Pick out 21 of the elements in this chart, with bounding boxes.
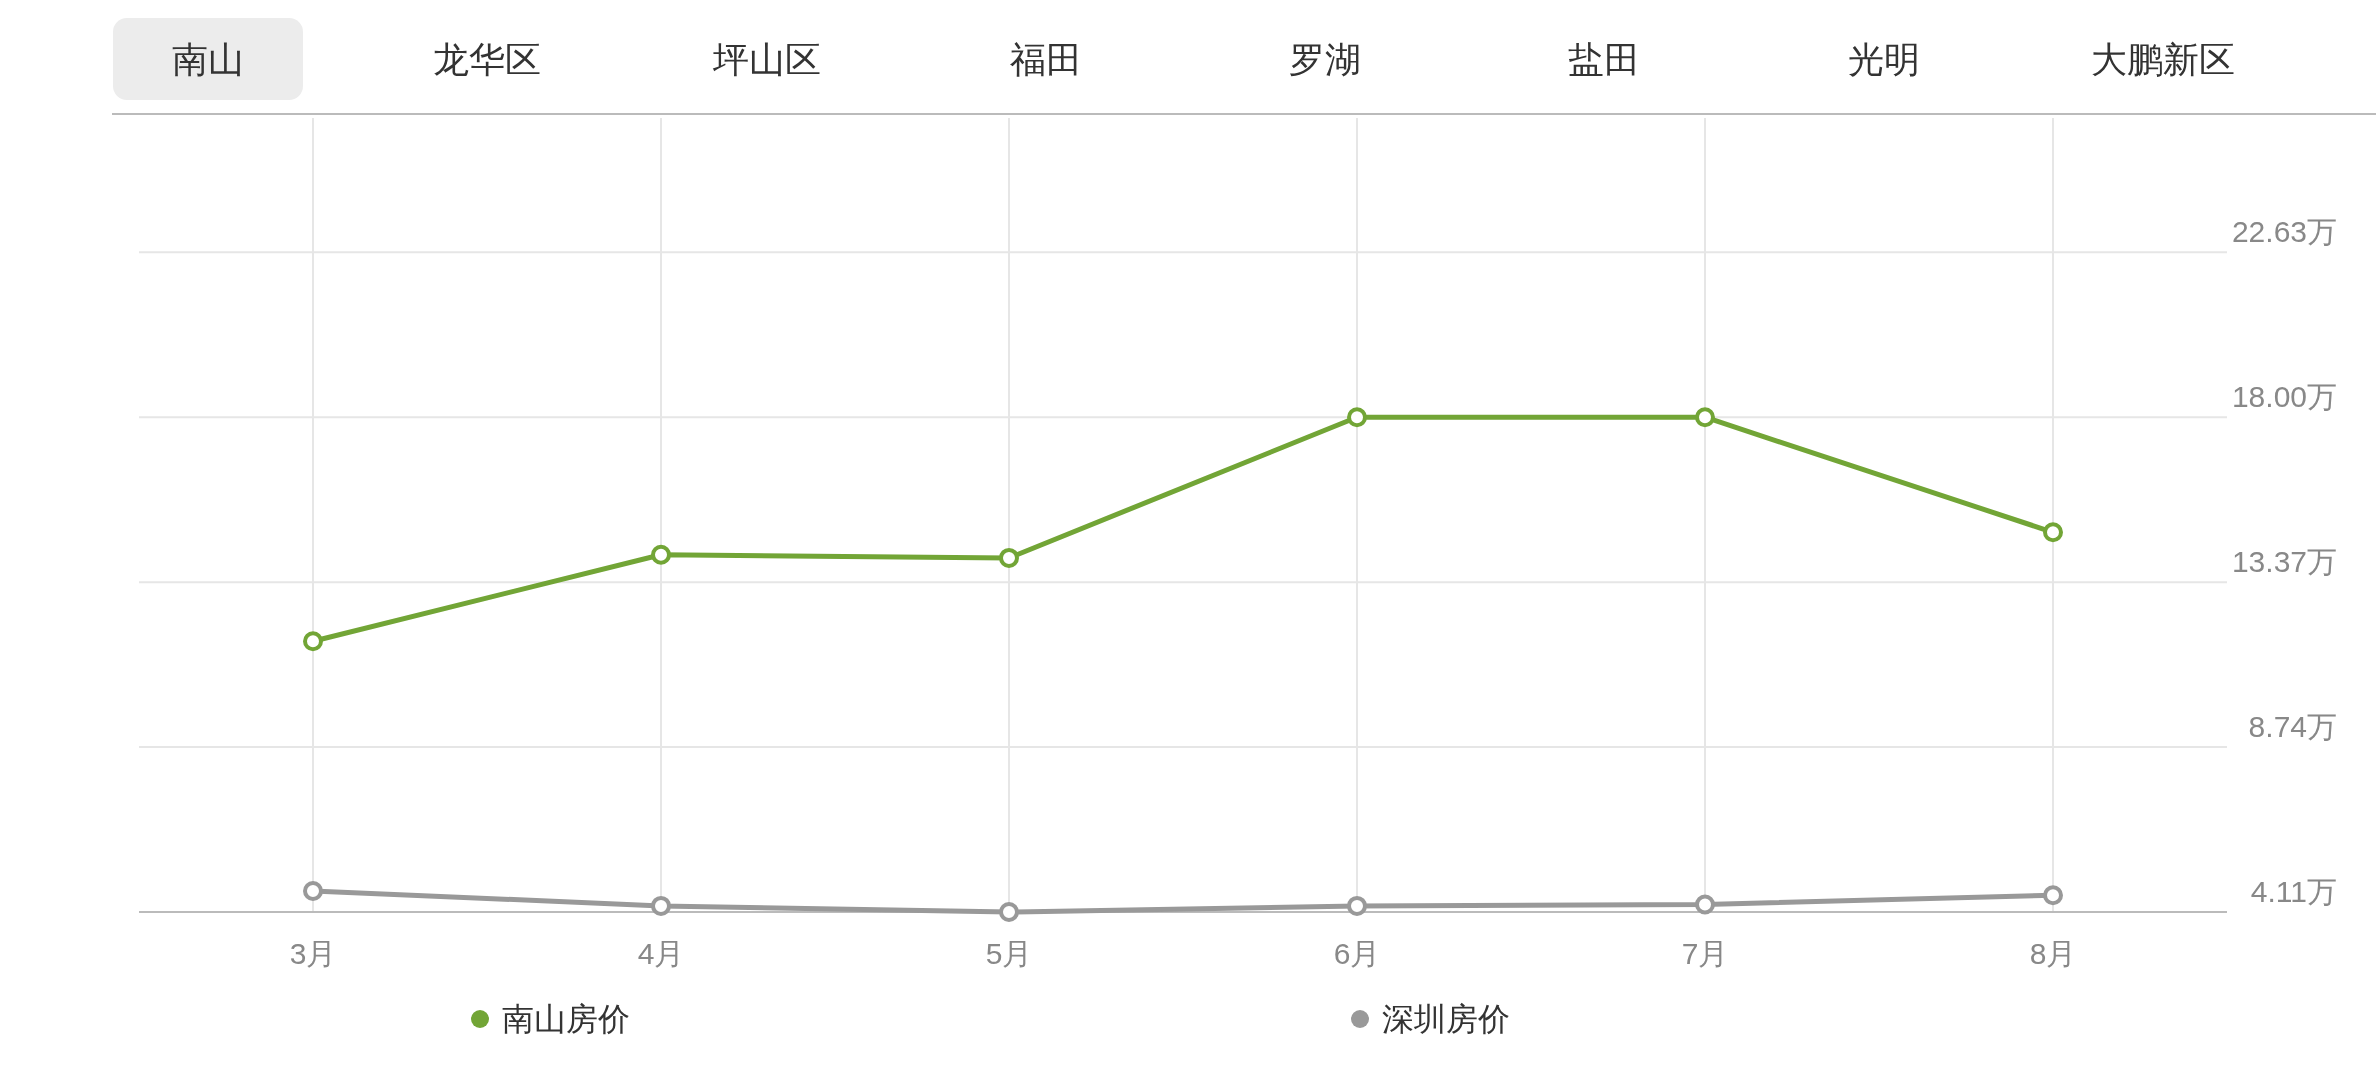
text: 龙华区 — [433, 39, 542, 80]
y-tick-label: 8.74万 — [2248, 710, 2337, 744]
text: 罗湖 — [1289, 39, 1362, 80]
x-tick-label: 7月 — [1681, 937, 1729, 970]
y-tick-label: 13.37万 — [2231, 545, 2337, 579]
y-tick-label: 4.11万 — [2250, 875, 2337, 908]
x-tick-label: 6月 — [1333, 937, 1381, 970]
text: 光明 — [1847, 39, 1920, 80]
y-tick-label: 22.63万 — [2231, 215, 2337, 249]
legend-label: 南山房价 — [502, 1001, 630, 1037]
text: 盐田 — [1568, 39, 1641, 80]
text: 坪山区 — [711, 39, 821, 80]
x-tick-label: 3月 — [289, 937, 337, 970]
y-tick-label: 18.00万 — [2231, 380, 2337, 414]
text: 南山 — [172, 39, 244, 80]
text: 福田 — [1009, 39, 1082, 80]
text: 大鹏新区 — [2091, 39, 2235, 80]
legend-label: 深圳房价 — [1382, 1001, 1510, 1037]
x-tick-label: 4月 — [637, 937, 685, 970]
x-tick-label: 8月 — [2029, 937, 2077, 970]
x-tick-label: 5月 — [985, 937, 1033, 970]
